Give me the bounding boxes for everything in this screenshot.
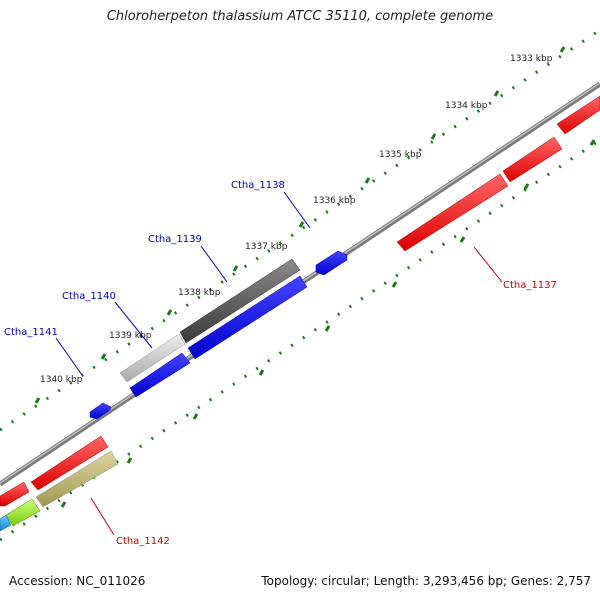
accession-text: Accession: NC_011026 (9, 574, 146, 588)
tick-label: 1333 kbp (510, 54, 553, 64)
gene-blue-large[interactable] (187, 275, 308, 360)
tick-label: 1334 kbp (445, 101, 488, 111)
gene-labels: Ctha_1138 Ctha_1139 Ctha_1140 Ctha_1141 … (4, 180, 557, 547)
gene-label-ctha-1139: Ctha_1139 (148, 234, 202, 245)
gene-olive[interactable] (35, 450, 119, 508)
tick-label: 1336 kbp (313, 196, 356, 206)
major-ticks (34, 46, 596, 508)
gene-label-ctha-1137: Ctha_1137 (503, 280, 557, 291)
genome-summary-text: Topology: circular; Length: 3,293,456 bp… (261, 574, 591, 588)
tick-label: 1340 kbp (40, 375, 83, 385)
label-leaders (55, 191, 503, 536)
gene-ctha-1142-fwd[interactable] (30, 435, 109, 491)
gene-ctha-1140[interactable] (119, 333, 186, 383)
forward-strand-genes (0, 250, 348, 507)
gene-label-ctha-1140: Ctha_1140 (62, 291, 116, 302)
tick-label: 1337 kbp (245, 242, 288, 252)
tick-label: 1338 kbp (178, 288, 221, 298)
map-title: Chloroherpeton thalassium ATCC 35110, co… (106, 9, 494, 24)
gene-cyan[interactable] (0, 514, 12, 532)
outer-tick-track (0, 28, 600, 432)
tick-labels: 1333 kbp 1334 kbp 1335 kbp 1336 kbp 1337… (40, 54, 553, 385)
gene-label-ctha-1142: Ctha_1142 (116, 536, 170, 547)
gene-red-edge[interactable] (0, 481, 30, 507)
gene-red-upper-1[interactable] (502, 136, 563, 183)
gene-red-upper-2[interactable] (556, 95, 600, 135)
gene-ctha-1141[interactable] (89, 402, 112, 420)
tick-label: 1335 kbp (379, 150, 422, 160)
gene-label-ctha-1141: Ctha_1141 (4, 327, 58, 338)
gene-lime[interactable] (5, 498, 41, 527)
gene-ctha-1138[interactable] (315, 250, 348, 276)
reverse-strand-genes (0, 95, 600, 532)
tick-label: 1339 kbp (109, 331, 152, 341)
gene-ctha-1139[interactable] (179, 258, 301, 344)
gene-label-ctha-1138: Ctha_1138 (231, 180, 285, 191)
gene-blue-small[interactable] (129, 352, 191, 398)
gene-ctha-1137[interactable] (396, 173, 509, 252)
